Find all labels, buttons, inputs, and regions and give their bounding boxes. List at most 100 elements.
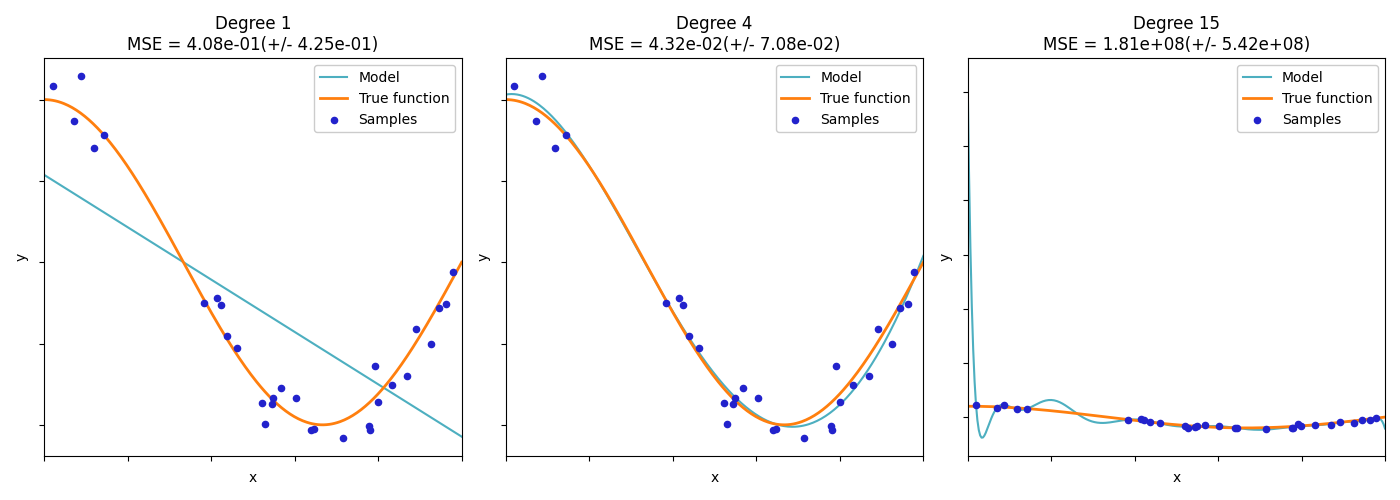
Samples xyxy=(358,422,381,430)
Samples xyxy=(270,384,293,392)
Samples xyxy=(1186,422,1208,430)
Model xyxy=(414,409,431,415)
Samples xyxy=(1016,404,1039,412)
Samples xyxy=(63,116,85,124)
Samples xyxy=(260,400,283,408)
Samples xyxy=(715,420,738,428)
Samples xyxy=(746,394,769,402)
Samples xyxy=(1208,422,1231,430)
Model xyxy=(916,253,932,259)
Samples xyxy=(1184,422,1207,430)
Samples xyxy=(881,340,903,348)
Samples xyxy=(364,362,386,370)
Samples xyxy=(1365,414,1387,422)
Samples xyxy=(225,344,248,352)
Samples xyxy=(193,300,216,308)
Samples xyxy=(687,344,710,352)
Samples xyxy=(722,400,745,408)
Samples xyxy=(724,394,746,402)
Samples xyxy=(1133,416,1155,424)
True function xyxy=(291,416,308,422)
True function xyxy=(916,259,932,265)
Model xyxy=(1338,419,1355,425)
Samples xyxy=(216,332,238,340)
Model xyxy=(454,434,470,440)
Samples xyxy=(672,302,694,310)
Model xyxy=(291,332,308,338)
Samples xyxy=(367,398,389,406)
Samples xyxy=(1351,416,1373,424)
Model xyxy=(283,327,300,333)
True function xyxy=(389,367,406,373)
Samples xyxy=(764,425,787,433)
Samples xyxy=(858,372,881,380)
True function xyxy=(746,412,763,418)
True function xyxy=(960,404,977,409)
Model xyxy=(1312,422,1329,428)
Samples xyxy=(396,372,419,380)
Samples xyxy=(531,72,553,80)
Samples xyxy=(554,130,577,138)
True function xyxy=(497,96,514,102)
Samples xyxy=(819,422,841,430)
Samples xyxy=(1281,424,1303,432)
Samples xyxy=(1329,418,1351,426)
Model xyxy=(755,416,771,422)
Line: Model: Model xyxy=(505,94,924,427)
Model xyxy=(784,424,801,430)
Samples xyxy=(1224,424,1246,432)
Samples xyxy=(1140,418,1162,426)
Samples xyxy=(206,294,228,302)
True function xyxy=(1238,425,1254,431)
Samples xyxy=(1287,420,1309,428)
Legend: Model, True function, Samples: Model, True function, Samples xyxy=(314,65,455,132)
Y-axis label: y: y xyxy=(938,253,952,261)
Model xyxy=(959,73,976,79)
Samples xyxy=(1177,424,1200,432)
Samples xyxy=(1343,418,1365,426)
True function xyxy=(745,412,762,418)
Samples xyxy=(1175,422,1197,430)
Samples xyxy=(965,402,987,409)
True function xyxy=(1338,418,1355,424)
Samples xyxy=(262,394,284,402)
Samples xyxy=(1303,422,1326,430)
True function xyxy=(283,412,300,418)
True function xyxy=(498,96,515,102)
True function xyxy=(1215,424,1232,430)
Samples xyxy=(1320,420,1343,428)
Samples xyxy=(762,426,784,434)
Samples xyxy=(210,302,232,310)
True function xyxy=(1208,424,1225,430)
Line: True function: True function xyxy=(45,100,462,425)
Line: Model: Model xyxy=(967,76,1385,438)
Legend: Model, True function, Samples: Model, True function, Samples xyxy=(1238,65,1378,132)
X-axis label: x: x xyxy=(1172,471,1180,485)
Samples xyxy=(1130,416,1152,424)
Samples xyxy=(525,116,547,124)
Model xyxy=(1217,424,1233,430)
Samples xyxy=(253,420,276,428)
Samples xyxy=(1289,422,1312,430)
True function xyxy=(1312,422,1329,428)
Legend: Model, True function, Samples: Model, True function, Samples xyxy=(776,65,917,132)
Samples xyxy=(251,399,273,407)
Samples xyxy=(302,425,325,433)
Samples xyxy=(1005,406,1028,413)
Model xyxy=(1376,426,1393,432)
Samples xyxy=(843,380,865,388)
Samples xyxy=(1282,424,1305,432)
Model xyxy=(1208,423,1225,429)
Samples xyxy=(794,434,816,442)
True function xyxy=(1207,424,1224,430)
Samples xyxy=(889,304,911,312)
True function xyxy=(314,422,330,428)
Model xyxy=(746,410,763,416)
Model xyxy=(38,173,55,179)
Samples xyxy=(358,426,381,434)
Line: Model: Model xyxy=(45,175,462,436)
Model xyxy=(973,434,990,440)
Samples xyxy=(732,384,755,392)
Samples xyxy=(420,340,442,348)
Y-axis label: y: y xyxy=(476,253,490,261)
